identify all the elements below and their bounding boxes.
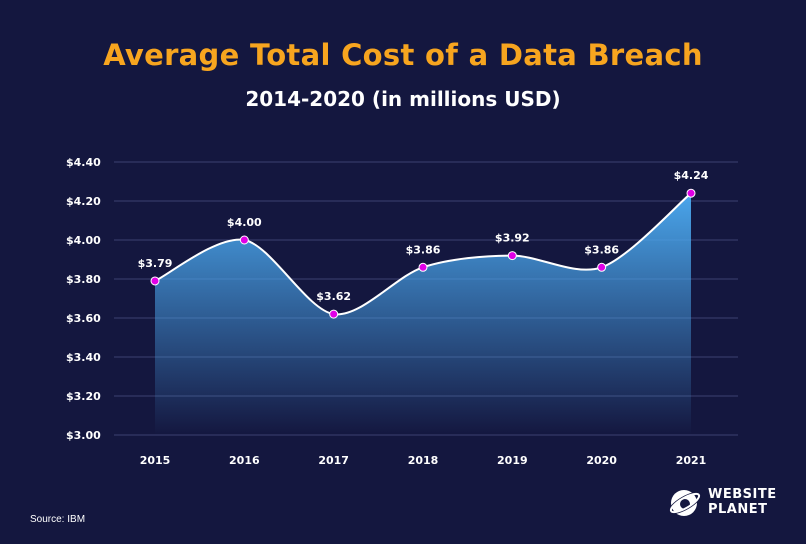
y-tick-label: $3.40 xyxy=(66,351,101,364)
data-label: $4.24 xyxy=(674,169,709,182)
data-point xyxy=(329,309,339,319)
y-tick-label: $3.00 xyxy=(66,429,101,442)
source-note: Source: IBM xyxy=(30,514,86,525)
x-tick-label: 2017 xyxy=(318,454,349,467)
data-label: $3.62 xyxy=(316,290,351,303)
brand-name: WEBSITE PLANET xyxy=(708,487,777,517)
x-axis-tick-labels: 2015 2016 2017 2018 2019 2020 2021 xyxy=(140,454,707,467)
y-tick-label: $4.20 xyxy=(66,195,101,208)
data-label: $3.79 xyxy=(138,257,173,270)
data-point xyxy=(686,188,696,198)
data-point xyxy=(507,251,517,261)
data-point xyxy=(239,235,249,245)
data-label: $3.86 xyxy=(406,243,441,256)
area-fill-group xyxy=(155,193,691,435)
x-tick-label: 2019 xyxy=(497,454,528,467)
x-tick-label: 2021 xyxy=(676,454,707,467)
brand-line-1: WEBSITE xyxy=(708,487,777,502)
x-tick-label: 2020 xyxy=(586,454,617,467)
data-labels: $3.79 $4.00 $3.62 $3.86 $3.92 $3.86 $4.24 xyxy=(138,169,709,303)
brand-line-2: PLANET xyxy=(708,502,768,517)
x-tick-label: 2016 xyxy=(229,454,260,467)
planet-logo-icon xyxy=(668,490,702,516)
chart-subtitle: 2014-2020 (in millions USD) xyxy=(245,87,561,111)
data-points xyxy=(150,188,696,319)
x-tick-label: 2018 xyxy=(408,454,439,467)
y-tick-label: $4.00 xyxy=(66,234,101,247)
data-point xyxy=(418,262,428,272)
data-label: $4.00 xyxy=(227,216,262,229)
x-tick-label: 2015 xyxy=(140,454,171,467)
data-label: $3.86 xyxy=(584,243,619,256)
data-point xyxy=(150,276,160,286)
data-point xyxy=(597,262,607,272)
y-tick-label: $3.60 xyxy=(66,312,101,325)
y-axis-tick-labels: $3.00 $3.20 $3.40 $3.60 $3.80 $4.00 $4.20 $4.40 xyxy=(66,156,101,442)
website-planet-logo: WEBSITE PLANET xyxy=(668,486,783,520)
y-tick-label: $4.40 xyxy=(66,156,101,169)
chart-title: Average Total Cost of a Data Breach xyxy=(103,38,703,72)
area-fill xyxy=(155,193,691,435)
y-tick-label: $3.20 xyxy=(66,390,101,403)
y-tick-label: $3.80 xyxy=(66,273,101,286)
data-label: $3.92 xyxy=(495,232,530,245)
